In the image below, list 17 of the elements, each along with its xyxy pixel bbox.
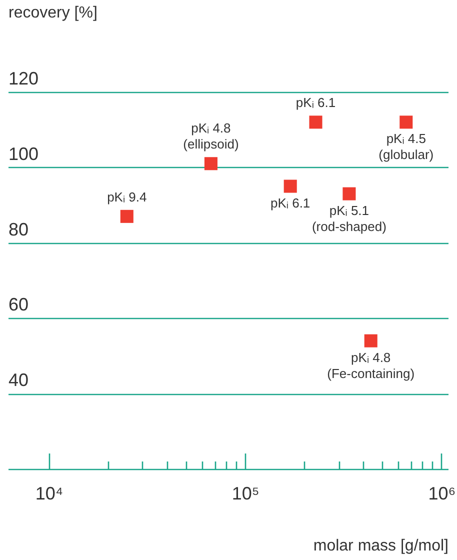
x-tick-label: 10⁵ [232, 484, 260, 504]
y-axis-title: recovery [%] [8, 4, 98, 22]
x-tick-label: 10⁴ [35, 484, 64, 504]
y-tick-label: 80 [8, 219, 29, 240]
y-tick-label: 100 [8, 144, 39, 164]
annotation: pKᵢ 9.4 [107, 189, 147, 204]
y-tick-label: 60 [8, 294, 29, 315]
annotation: pKᵢ 4.8 (Fe-containing) [327, 350, 415, 381]
annotation: pKᵢ 6.1 [270, 195, 310, 210]
x-tick-label: 10⁶ [428, 484, 456, 504]
x-axis-title: molar mass [g/mol] [313, 538, 448, 554]
y-tick-label: 120 [8, 68, 39, 88]
annotation: pKᵢ 6.1 [296, 95, 336, 110]
annotation: pKᵢ 4.5 (globular) [378, 131, 434, 162]
annotation: pKᵢ 4.8 (ellipsoid) [183, 120, 239, 152]
y-tick-label: 40 [8, 370, 29, 390]
annotation: pKᵢ 5.1 (rod-shaped) [312, 202, 386, 234]
